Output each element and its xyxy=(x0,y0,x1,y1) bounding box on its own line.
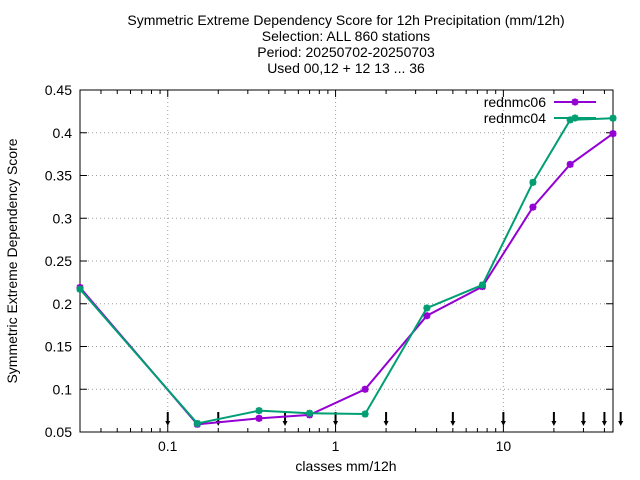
title-line-1: Symmetric Extreme Dependency Score for 1… xyxy=(127,12,564,28)
series-point xyxy=(255,414,263,422)
series-line xyxy=(79,132,614,426)
x-tick-label: 10 xyxy=(496,438,512,454)
series-point xyxy=(193,419,201,427)
class-marker-head xyxy=(618,421,624,426)
y-tick-label: 0.3 xyxy=(53,210,73,226)
y-axis-ticks: 0.05 0.1 0.15 0.2 0.25 0.3 0.35 0.4 0.45 xyxy=(45,82,613,440)
x-axis-ticks: 0.1 1 10 xyxy=(100,90,605,454)
x-tick-label: 1 xyxy=(332,438,340,454)
legend-label: rednmc04 xyxy=(484,110,546,126)
y-axis-label: Symmetric Extreme Dependency Score xyxy=(4,138,20,383)
series-point xyxy=(306,409,314,417)
class-marker-head xyxy=(165,421,171,426)
series-rednmc06 xyxy=(76,130,617,428)
class-marker-head xyxy=(383,421,389,426)
series-point xyxy=(566,160,574,168)
class-marker-head xyxy=(580,421,586,426)
title-line-2: Selection: ALL 860 stations xyxy=(262,28,430,44)
title-line-4: Used 00,12 + 12 13 ... 36 xyxy=(267,60,425,76)
class-marker-head xyxy=(500,421,506,426)
series xyxy=(76,114,617,428)
series-point xyxy=(423,304,431,312)
series-point xyxy=(529,178,537,186)
class-marker-head xyxy=(601,421,607,426)
series-point xyxy=(609,130,617,138)
series-point xyxy=(76,285,84,293)
title-line-3: Period: 20250702-20250703 xyxy=(257,44,435,60)
y-tick-label: 0.1 xyxy=(53,381,73,397)
y-tick-label: 0.15 xyxy=(45,339,72,355)
series-point xyxy=(571,98,579,106)
series-line xyxy=(79,117,614,425)
series-point xyxy=(566,116,574,124)
grid xyxy=(80,90,613,432)
class-markers xyxy=(165,412,624,426)
series-point xyxy=(571,114,579,122)
chart-title: Symmetric Extreme Dependency Score for 1… xyxy=(127,12,564,76)
series-point xyxy=(423,312,431,320)
y-tick-label: 0.05 xyxy=(45,424,72,440)
series-point xyxy=(361,385,369,393)
class-marker-head xyxy=(551,421,557,426)
series-point xyxy=(255,407,263,415)
y-tick-label: 0.35 xyxy=(45,168,72,184)
series-point xyxy=(529,203,537,211)
class-marker-head xyxy=(450,421,456,426)
series-point xyxy=(609,114,617,122)
y-tick-label: 0.2 xyxy=(53,296,73,312)
y-tick-label: 0.45 xyxy=(45,82,72,98)
class-marker-head xyxy=(282,421,288,426)
x-axis-label: classes mm/12h xyxy=(295,458,396,474)
series-point xyxy=(361,410,369,418)
series-rednmc04 xyxy=(76,114,617,427)
class-marker-head xyxy=(333,421,339,426)
series-point xyxy=(478,281,486,289)
y-tick-label: 0.25 xyxy=(45,253,72,269)
x-tick-label: 0.1 xyxy=(158,438,178,454)
legend-label: rednmc06 xyxy=(484,94,546,110)
y-tick-label: 0.4 xyxy=(53,125,73,141)
